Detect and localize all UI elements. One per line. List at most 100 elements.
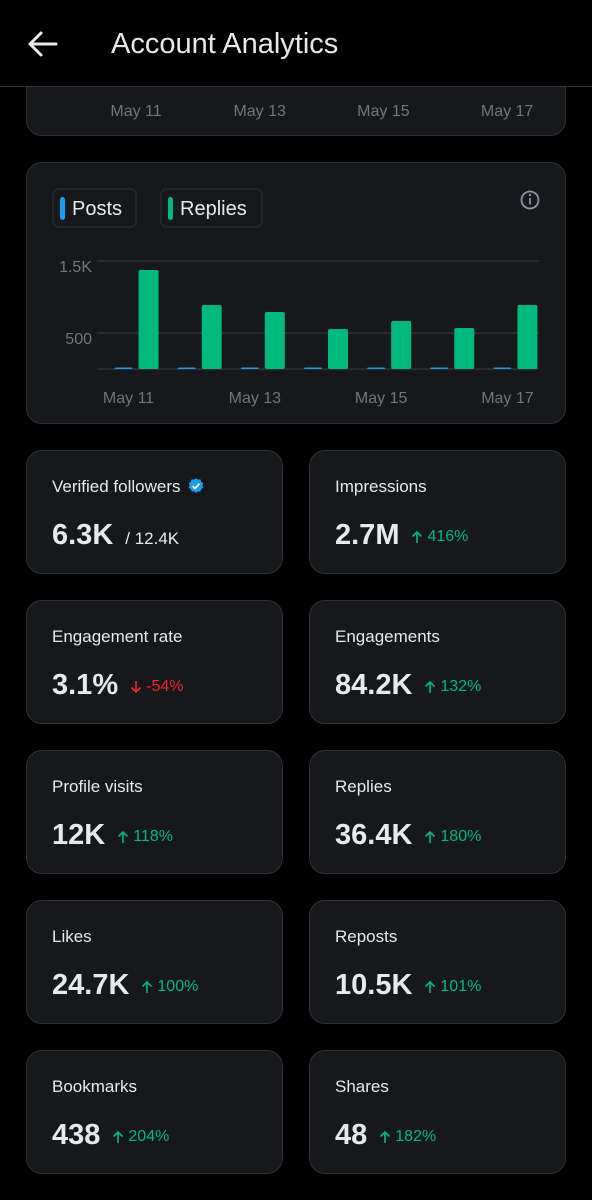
bar: [328, 328, 348, 369]
stat-value: 10.5K: [335, 969, 413, 1001]
x-tick-label: May 17: [481, 390, 534, 407]
bar: [264, 311, 285, 369]
stat-label: Engagements: [335, 627, 440, 646]
stat-label: Profile visits: [52, 777, 143, 796]
legend-item[interactable]: Posts: [52, 188, 137, 228]
stat-row: 438 204%: [52, 1119, 169, 1152]
legend-box: [52, 188, 137, 228]
stat-card: Profile visits 12K 118%: [26, 750, 283, 874]
stat-change: 100%: [141, 978, 198, 996]
stat-change: 118%: [117, 828, 173, 846]
stat-row: 12K 118%: [52, 819, 173, 852]
stat-value: 2.7M: [335, 519, 400, 551]
legend-item[interactable]: Replies: [160, 188, 263, 228]
bar: [177, 367, 196, 369]
stat-change: 180%: [424, 828, 481, 846]
x-tick-label: May 15: [357, 103, 410, 120]
stat-label: Likes: [52, 927, 92, 946]
stat-row: 36.4K 180%: [335, 819, 481, 852]
stat-change-value: 182%: [395, 1128, 437, 1145]
bar: [430, 367, 449, 369]
stat-label: Bookmarks: [52, 1077, 138, 1096]
chart: Posts Replies 1.5K 500 May 11 May 13 May 15 May…: [52, 188, 540, 407]
bar: [391, 320, 412, 369]
stat-row: 2.7M 416%: [335, 519, 468, 552]
bar: [517, 304, 538, 369]
trend-arrow: [113, 1130, 124, 1143]
trend-arrow: [425, 830, 436, 843]
stat-change: 101%: [424, 978, 481, 996]
stat-change-value: -54%: [146, 678, 184, 695]
header: Account Analytics: [0, 0, 592, 87]
legend-swatch: [168, 197, 173, 220]
stat-change-value: 118%: [133, 828, 173, 845]
trend-arrow: [142, 980, 153, 993]
stat-row: 84.2K 132%: [335, 669, 481, 702]
stat-change-value: 101%: [440, 978, 482, 995]
stat-change: -54%: [130, 678, 183, 696]
stat-change-value: 416%: [427, 528, 469, 545]
verified-badge: [188, 478, 203, 493]
stat-card: Bookmarks 438 204%: [26, 1050, 283, 1174]
stat-value: 6.3K: [52, 519, 114, 551]
stat-change: 204%: [112, 1128, 169, 1146]
stat-change-value: 180%: [440, 828, 482, 845]
stat-label: Impressions: [335, 477, 427, 496]
stat-value: 84.2K: [335, 669, 413, 701]
stat-row: 6.3K / 12.4K: [52, 519, 179, 552]
bar: [304, 367, 322, 369]
bar: [454, 328, 475, 369]
legend-label: Replies: [180, 198, 247, 220]
stat-card: Likes 24.7K 100%: [26, 900, 283, 1024]
trend-arrow: [131, 681, 142, 694]
y-tick-label: 500: [65, 331, 92, 348]
stat-value: 36.4K: [335, 819, 413, 851]
stat-value: 12K: [52, 819, 106, 851]
bar: [493, 367, 512, 369]
legend-box: [160, 188, 263, 228]
info-icon[interactable]: [520, 190, 540, 210]
stat-change: 182%: [379, 1128, 436, 1146]
trend-arrow: [425, 980, 436, 993]
stat-change: 416%: [411, 528, 468, 546]
stat-value: 48: [335, 1119, 368, 1151]
stat-label: Replies: [335, 777, 392, 796]
stat-card: Shares 48 182%: [309, 1050, 566, 1174]
stat-change-value: 132%: [440, 678, 482, 695]
trend-arrow: [412, 530, 423, 543]
stat-card: Engagement rate 3.1% -54%: [26, 600, 283, 724]
stat-row: 24.7K 100%: [52, 969, 198, 1002]
top-chart: May 11 May 13 May 15 May 17: [110, 103, 534, 120]
page-title: Account Analytics: [111, 28, 339, 60]
bar: [240, 367, 259, 369]
stat-value: 24.7K: [52, 969, 130, 1001]
stat-value: 438: [52, 1119, 101, 1151]
stat-card: Verified followers 6.3K / 12.4K: [26, 450, 283, 574]
y-tick-label: 1.5K: [59, 259, 92, 276]
stat-card: Engagements 84.2K 132%: [309, 600, 566, 724]
trend-arrow: [380, 1130, 391, 1143]
x-tick-label: May 17: [481, 103, 534, 120]
legend-swatch: [60, 197, 65, 220]
stat-value: 3.1%: [52, 669, 119, 701]
stat-change-value: 204%: [128, 1128, 170, 1145]
chart-card: Posts Replies 1.5K 500 May 11 May 13 May 15 May…: [26, 162, 566, 424]
stat-card: Replies 36.4K 180%: [309, 750, 566, 874]
bar: [201, 304, 222, 369]
stat-row: 48 182%: [335, 1119, 436, 1152]
trend-arrow: [118, 830, 129, 843]
trend-arrow: [425, 680, 436, 693]
bar: [367, 367, 386, 369]
stat-change: 132%: [424, 678, 481, 696]
stat-card: Impressions 2.7M 416%: [309, 450, 566, 574]
x-tick-label: May 11: [110, 103, 161, 120]
x-tick-label: May 15: [355, 390, 408, 407]
x-tick-label: May 13: [233, 103, 286, 120]
stat-card: Reposts 10.5K 101%: [309, 900, 566, 1024]
stat-row: 3.1% -54%: [52, 669, 183, 702]
stat-label: Engagement rate: [52, 627, 183, 646]
bar: [138, 270, 159, 369]
stat-label: Reposts: [335, 927, 398, 946]
back-button[interactable]: [24, 25, 64, 65]
